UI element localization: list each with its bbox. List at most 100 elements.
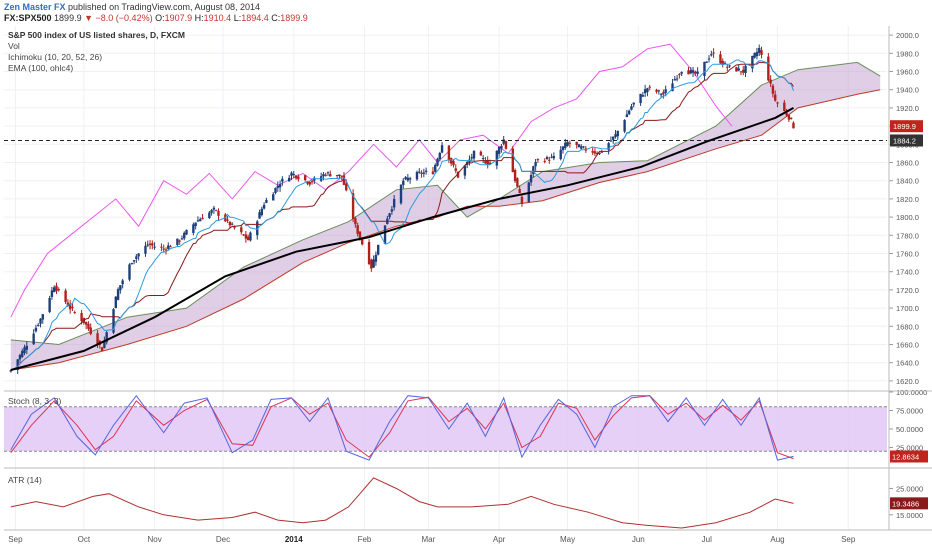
- candle-body: [32, 333, 35, 345]
- candle-body: [511, 148, 515, 173]
- time-axis[interactable]: Sep Oct Nov Dec 2014 Feb Mar Apr May Jun Jul Aug Sep: [8, 535, 856, 544]
- high-value: 1910.4: [203, 13, 232, 23]
- candle-body: [582, 146, 585, 148]
- candle-body: [753, 53, 756, 58]
- candle-body: [71, 306, 74, 309]
- candle-body: [575, 141, 578, 145]
- candle-body: [52, 287, 56, 292]
- price-axes[interactable]: 2000.01980.01960.01940.01920.01900.01880…: [889, 31, 928, 520]
- candle-body: [434, 164, 437, 172]
- x-tick-label: Jul: [702, 535, 712, 544]
- price-pane[interactable]: [4, 26, 887, 530]
- candle-body: [262, 204, 266, 209]
- candle-body: [479, 151, 483, 156]
- ema-line: [10, 107, 794, 371]
- candle-body: [303, 175, 307, 181]
- candle-body: [783, 102, 786, 112]
- candle-body: [680, 72, 683, 74]
- y-tick-label: 1940.0: [896, 86, 919, 95]
- high-label: H:: [194, 13, 204, 23]
- candle-body: [64, 290, 67, 302]
- candle-body: [454, 168, 457, 171]
- legend-ichimoku[interactable]: Ichimoku (10, 20, 52, 26): [8, 52, 103, 62]
- y-tick-label: 1740.0: [896, 268, 919, 277]
- candle-body: [657, 90, 661, 92]
- stoch-pane[interactable]: [4, 394, 887, 461]
- candle-body: [21, 350, 24, 357]
- candle-body: [728, 65, 731, 67]
- publish-line: Zen Master FX published on TradingView.c…: [4, 2, 260, 13]
- candle-body: [614, 134, 617, 137]
- stoch-marker: [890, 450, 928, 463]
- candle-body: [278, 184, 282, 188]
- candle-body: [23, 347, 26, 354]
- candle-body: [623, 120, 626, 132]
- candle-body: [356, 225, 359, 234]
- x-tick-label: May: [560, 535, 575, 544]
- atr-pane[interactable]: [10, 477, 794, 529]
- publish-info: published on TradingView.com, August 08,…: [68, 2, 261, 12]
- candle-body: [208, 212, 211, 219]
- candle-body: [436, 158, 439, 166]
- candle-body: [719, 54, 722, 64]
- support-marker: [890, 134, 923, 147]
- candle-body: [481, 158, 485, 160]
- last-price: 1899.9: [54, 13, 82, 23]
- candle-body: [694, 71, 697, 74]
- candle-body: [308, 182, 311, 185]
- legend-ema[interactable]: EMA (100, ohlc4): [8, 63, 74, 73]
- candle-body: [655, 89, 658, 92]
- candle-body: [84, 321, 88, 325]
- legend-atr[interactable]: ATR (14): [8, 475, 42, 485]
- candle-body: [249, 232, 252, 241]
- candle-body: [16, 359, 19, 370]
- candle-body: [212, 207, 216, 210]
- candle-body: [559, 149, 562, 160]
- x-tick-label: Nov: [147, 535, 161, 544]
- candle-body: [534, 161, 537, 167]
- candle-body: [518, 189, 521, 193]
- senkou-span-a: [10, 61, 881, 346]
- candle-body: [710, 54, 713, 56]
- candle-body: [199, 219, 202, 222]
- x-tick-label: Jun: [632, 535, 645, 544]
- candle-body: [769, 79, 772, 84]
- candle-body: [100, 347, 104, 351]
- candle-body: [226, 219, 229, 221]
- candle-body: [180, 238, 184, 240]
- candle-body: [103, 340, 106, 348]
- legend-vol[interactable]: Vol: [8, 41, 20, 51]
- candle-body: [577, 144, 581, 148]
- candle-body: [532, 166, 535, 175]
- candle-body: [596, 153, 599, 155]
- candle-body: [431, 171, 435, 175]
- y-tick-label: 2000.0: [896, 31, 919, 40]
- candle-body: [662, 92, 665, 95]
- candle-body: [616, 130, 619, 137]
- candle-body: [176, 238, 179, 245]
- candle-body: [630, 106, 633, 110]
- candle-body: [383, 225, 387, 244]
- x-tick-label: Apr: [493, 535, 506, 544]
- low-label: L:: [233, 13, 242, 23]
- stoch-d-line: [10, 395, 794, 460]
- candle-body: [374, 254, 378, 262]
- x-tick-label: 2014: [285, 535, 303, 544]
- author-name[interactable]: Zen Master FX: [4, 2, 66, 12]
- candle-body: [673, 79, 677, 81]
- candle-body: [89, 327, 92, 335]
- candle-body: [495, 150, 499, 166]
- candle-body: [361, 239, 364, 245]
- close-label: C:: [271, 13, 281, 23]
- candle-body: [689, 70, 692, 74]
- candle-body: [169, 246, 172, 248]
- x-tick-label: Sep: [8, 535, 23, 544]
- candle-body: [404, 177, 407, 180]
- candle-body: [440, 145, 444, 153]
- legend-stoch[interactable]: Stoch (8, 3, 3): [8, 396, 62, 406]
- candle-body: [73, 312, 76, 314]
- candle-body: [402, 180, 405, 185]
- candle-body: [564, 142, 567, 148]
- candle-body: [367, 242, 371, 265]
